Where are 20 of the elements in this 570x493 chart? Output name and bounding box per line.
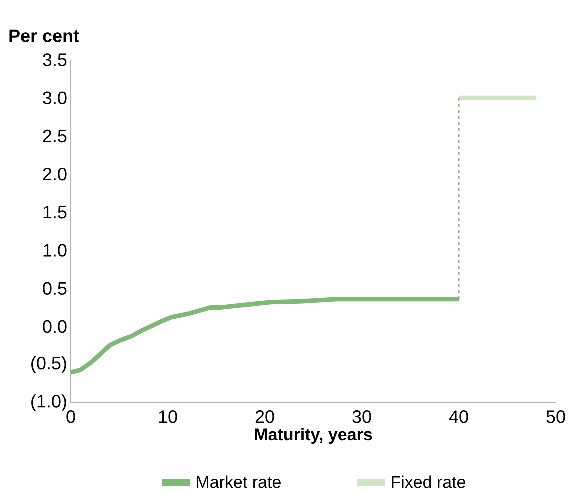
legend-label: Market rate <box>197 476 281 488</box>
x-axis-title: Maturity, years <box>255 428 372 444</box>
y-tick-label: 0.5 <box>43 282 67 296</box>
x-tick-label: 20 <box>256 410 274 424</box>
y-tick-label: (0.5) <box>32 356 66 374</box>
y-tick-label: 1.0 <box>44 244 67 257</box>
y-tick-label: 1.5 <box>44 206 67 219</box>
legend-label: Fixed rate <box>392 476 466 488</box>
x-tick-label: 50 <box>546 410 566 424</box>
x-tick-label: 40 <box>449 410 468 424</box>
y-axis-title: Per cent <box>10 30 80 42</box>
y-tick-label: 3.0 <box>43 92 67 104</box>
y-tick-label: 0.0 <box>43 320 67 334</box>
y-tick-label: 2.0 <box>43 168 67 181</box>
x-tick-label: 30 <box>352 410 372 424</box>
y-tick-label: 3.5 <box>43 54 67 66</box>
x-tick-label: 0 <box>66 410 76 424</box>
y-tick-label: (1.0) <box>32 394 66 412</box>
y-tick-label: 2.5 <box>43 130 67 143</box>
x-tick-label: 10 <box>159 410 178 424</box>
